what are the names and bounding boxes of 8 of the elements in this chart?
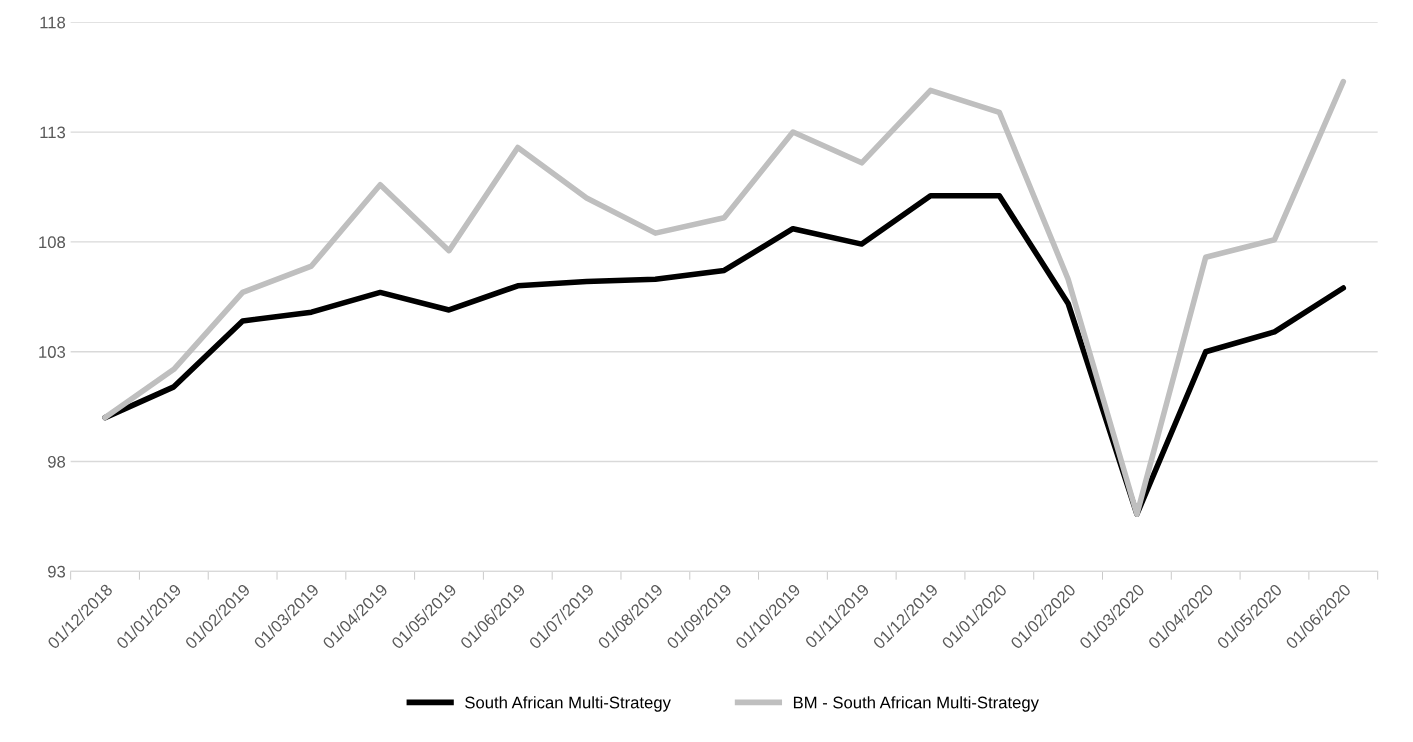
legend-label: BM - South African Multi-Strategy (793, 696, 1039, 712)
y-tick-label: 113 (40, 126, 66, 139)
y-tick-label: 108 (39, 236, 66, 249)
y-tick-label: 98 (48, 455, 66, 468)
y-tick-label: 93 (48, 565, 66, 578)
legend-label: South African Multi-Strategy (465, 696, 671, 712)
y-tick-label: 103 (39, 346, 66, 358)
y-tick-label: 118 (40, 16, 66, 29)
